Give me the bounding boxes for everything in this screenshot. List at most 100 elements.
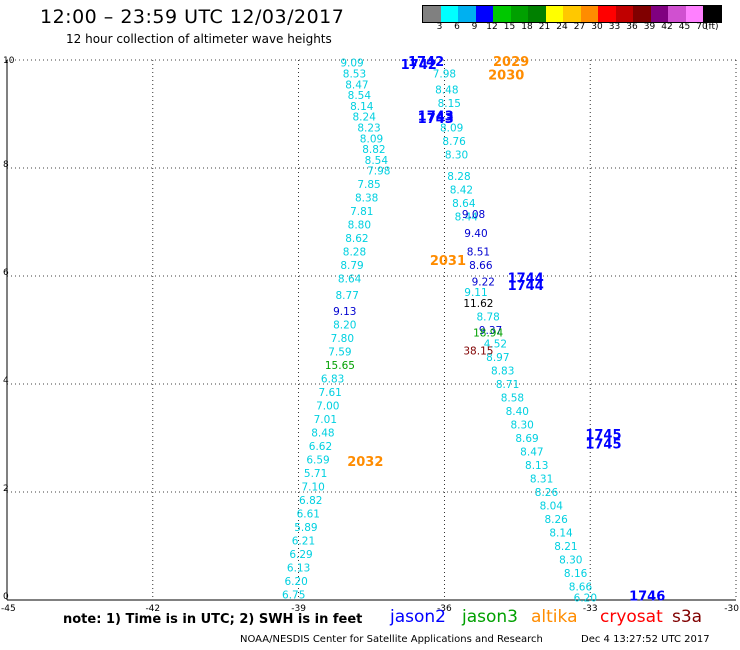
swh-value-label: 6.61 xyxy=(297,509,320,521)
swh-value-label: 9.13 xyxy=(333,306,356,318)
swh-value-label: 8.42 xyxy=(450,185,473,197)
swh-value-label: 8.28 xyxy=(447,171,470,183)
tick-labels: -45 -42 -39 -36 -33 -30 0 2 4 6 8 10 xyxy=(1,56,739,614)
x-tick-label: -30 xyxy=(724,604,739,614)
swh-value-label: 6.82 xyxy=(299,495,322,507)
x-tick-label: -36 xyxy=(437,604,452,614)
swh-value-label: 8.48 xyxy=(311,428,334,440)
pass-time-label: 2032 xyxy=(347,455,383,470)
y-tick-label: 6 xyxy=(3,268,9,278)
swh-value-label: 7.01 xyxy=(314,414,337,426)
swh-value-label: 6.20 xyxy=(284,576,307,588)
x-tick-label: -42 xyxy=(145,604,160,614)
swh-value-label: 6.20 xyxy=(574,592,597,604)
swh-value-label: 8.40 xyxy=(506,406,529,418)
pass-time-label: 1744 xyxy=(508,272,544,287)
swh-value-label: 38.15 xyxy=(463,346,493,358)
swh-value-label: 8.48 xyxy=(435,85,458,97)
y-tick-label: 10 xyxy=(3,56,15,66)
color-scale-label: 12 xyxy=(486,22,498,32)
color-scale-label: 27 xyxy=(573,22,586,32)
plot-grid xyxy=(7,59,737,600)
swh-value-label: 8.79 xyxy=(340,260,363,272)
pass-time-label: 2030 xyxy=(488,69,524,84)
swh-value-label: 8.30 xyxy=(559,555,582,567)
swh-value-label: 8.21 xyxy=(554,541,577,553)
swh-value-label: 8.28 xyxy=(343,247,366,259)
swh-value-label: 8.38 xyxy=(355,193,378,205)
x-tick-label: -39 xyxy=(291,604,306,614)
swh-value-label: 7.80 xyxy=(331,333,354,345)
swh-value-label: 8.51 xyxy=(467,247,490,259)
color-scale-swatch xyxy=(703,6,721,22)
pass-time-label: 1745 xyxy=(585,437,621,452)
swh-value-label: 8.14 xyxy=(549,528,573,540)
swh-value-label: 6.13 xyxy=(287,563,310,575)
footer-note: note: 1) Time is in UTC; 2) SWH is in fe… xyxy=(63,612,363,627)
swh-value-label: 6.62 xyxy=(309,441,332,453)
swh-value-label: 7.81 xyxy=(350,206,373,218)
swh-value-label: 11.62 xyxy=(463,298,493,310)
swh-value-label: 7.98 xyxy=(433,69,456,81)
swh-value-label: 8.15 xyxy=(438,98,461,110)
swh-value-label: 15.65 xyxy=(325,360,355,372)
color-scale-swatch xyxy=(545,6,563,22)
color-scale-swatch xyxy=(668,6,686,22)
swh-value-label: 8.30 xyxy=(510,420,533,432)
color-scale-swatch xyxy=(685,6,703,22)
swh-value-label: 5.89 xyxy=(294,522,317,534)
swh-value-label: 8.44 xyxy=(455,212,479,224)
swh-value-label: 8.04 xyxy=(540,501,564,513)
y-tick-label: 8 xyxy=(3,160,9,170)
y-tick-label: 0 xyxy=(3,592,9,602)
legend-item-jason2: jason2 xyxy=(390,607,446,627)
swh-value-label: 8.66 xyxy=(569,582,593,594)
swh-value-label: 8.97 xyxy=(486,352,509,364)
swh-value-label: 5.71 xyxy=(304,468,327,480)
pass-time-label: 1743 xyxy=(418,112,454,127)
x-tick-label: -33 xyxy=(583,604,598,614)
swh-value-label: 8.69 xyxy=(515,433,538,445)
swh-value-label: 8.31 xyxy=(530,474,553,486)
swh-value-label: 8.64 xyxy=(452,198,476,210)
pass-time-label: 1744 xyxy=(508,279,544,294)
color-scale-swatch xyxy=(528,6,546,22)
data-points: 9.098.538.478.548.148.248.238.098.828.54… xyxy=(282,58,597,605)
color-scale-labels: 3 6 9 12 15 18 21 24 27 30 33 36 39 42 45 70 xyxy=(422,22,740,34)
swh-value-label: 18.94 xyxy=(473,328,503,340)
swh-value-label: 7.98 xyxy=(367,166,390,178)
color-scale-label: 24 xyxy=(556,22,568,32)
color-scale-label: 6 xyxy=(454,22,460,32)
swh-value-label: 8.82 xyxy=(362,144,385,156)
swh-value-label: 4.52 xyxy=(484,339,507,351)
color-scale-label: 21 xyxy=(538,22,551,32)
swh-value-label: 8.20 xyxy=(333,320,356,332)
x-tick-label: -45 xyxy=(1,604,16,614)
swh-value-label: 6.29 xyxy=(289,549,312,561)
swh-value-label: 8.62 xyxy=(345,233,368,245)
legend-item-altika: altika xyxy=(531,607,578,627)
swh-value-label: 9.08 xyxy=(462,209,485,221)
chart-title: 12:00 – 23:59 UTC 12/03/2017 xyxy=(40,6,345,28)
swh-value-label: 7.61 xyxy=(318,387,341,399)
pass-time-label: 1743 xyxy=(418,110,454,125)
pass-time-label: 1742 xyxy=(401,58,437,73)
y-tick-label: 2 xyxy=(3,484,9,494)
credit-line: NOAA/NESDIS Center for Satellite Applica… xyxy=(240,634,543,645)
legend-item-jason3: jason3 xyxy=(462,607,518,627)
swh-value-label: 8.83 xyxy=(491,366,514,378)
swh-value-label: 8.23 xyxy=(357,123,380,135)
color-scale-swatch xyxy=(563,6,581,22)
y-tick-label: 4 xyxy=(3,376,9,386)
chart-subtitle: 12 hour collection of altimeter wave hei… xyxy=(66,32,332,46)
swh-value-label: 6.75 xyxy=(282,590,305,602)
color-scale-swatch xyxy=(510,6,528,22)
color-scale-label: 36 xyxy=(626,22,638,32)
plot-axes xyxy=(6,60,736,601)
pass-time-label: 2029 xyxy=(493,55,529,70)
swh-value-label: 8.66 xyxy=(469,260,493,272)
swh-value-label: 8.58 xyxy=(501,393,524,405)
color-scale-swatch xyxy=(458,6,476,22)
